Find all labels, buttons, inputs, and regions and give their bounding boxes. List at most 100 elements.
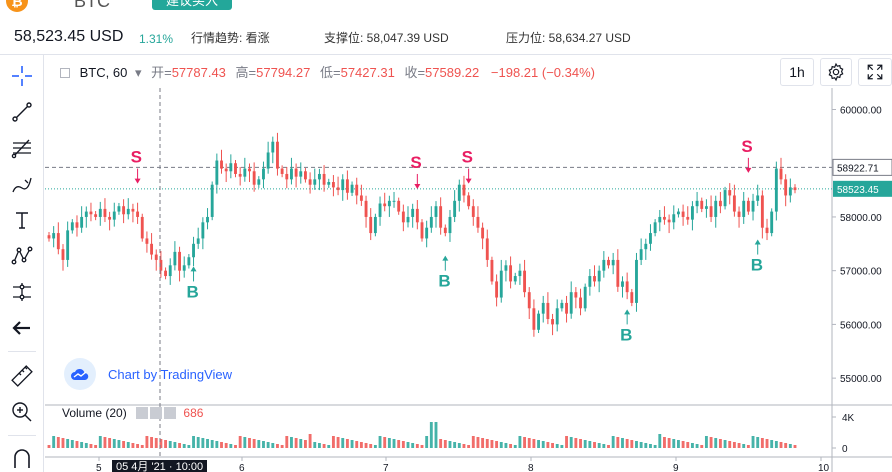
text-tool[interactable] <box>7 205 37 235</box>
volume-bar <box>327 445 331 448</box>
price-chart[interactable]: 60000.0059000.0058000.0057000.0056000.00… <box>45 55 892 472</box>
x-tick-label: 10 <box>818 463 830 472</box>
buy-signal-arrowhead <box>624 309 631 315</box>
volume-label: Volume (20) <box>62 406 127 420</box>
header-divider <box>0 54 892 55</box>
ruler-tool[interactable] <box>7 361 37 391</box>
candle-body <box>765 227 769 234</box>
candle-body <box>583 286 587 309</box>
candle-body <box>611 259 615 266</box>
legend-high: 57794.27 <box>256 65 311 80</box>
candle-body <box>425 227 429 239</box>
volume-bar <box>210 440 214 448</box>
gear-icon[interactable] <box>150 407 163 419</box>
candle-body <box>383 203 387 207</box>
volume-bar <box>294 438 298 448</box>
candle-body <box>513 276 517 282</box>
fib-tool[interactable] <box>7 133 37 163</box>
candle-body <box>313 179 317 185</box>
candle-body <box>159 259 163 271</box>
candle-body <box>299 171 303 177</box>
x-tick-label: 6 <box>239 463 245 472</box>
candle-body <box>621 281 624 287</box>
brush-tool[interactable] <box>7 169 37 199</box>
trend-line-tool[interactable] <box>7 97 37 127</box>
candle-body <box>443 227 447 234</box>
legend-close: 57589.22 <box>425 65 480 80</box>
volume-bar <box>574 438 578 448</box>
volume-bar <box>560 445 564 448</box>
cloud-icon <box>64 358 96 390</box>
volume-bar <box>588 441 592 448</box>
x-tick-label: 5 <box>96 463 102 472</box>
legend-symbol: BTC, 60 <box>79 65 128 80</box>
collapse-icon[interactable] <box>60 68 70 78</box>
volume-bar <box>565 436 568 448</box>
candle-body <box>649 233 652 244</box>
settings-button[interactable] <box>820 58 852 86</box>
close-icon[interactable] <box>164 407 177 419</box>
buy-signal-label: B <box>438 272 450 291</box>
back-tool[interactable] <box>7 313 37 343</box>
tradingview-link[interactable]: Chart by TradingView <box>108 366 233 382</box>
volume-bar <box>737 443 741 448</box>
volume-bar <box>630 440 634 448</box>
fullscreen-button[interactable] <box>858 58 892 86</box>
candle-body <box>732 195 736 212</box>
volume-bar <box>546 442 550 448</box>
candle-body <box>565 302 568 314</box>
pattern-icon <box>11 246 33 265</box>
candle-body <box>262 168 265 180</box>
candle-body <box>345 179 349 193</box>
magnet-tool[interactable] <box>7 443 37 472</box>
candle-body <box>103 208 107 217</box>
volume-bar <box>779 442 783 448</box>
volume-bar <box>364 443 368 448</box>
volume-bar <box>182 444 186 448</box>
crosshair-tool[interactable] <box>7 61 37 91</box>
legend-low-label: 低= <box>320 65 341 80</box>
tradingview-branding[interactable]: Chart by TradingView <box>64 358 232 390</box>
volume-bar <box>98 436 102 448</box>
candle-body <box>793 187 797 191</box>
volume-bar <box>94 445 98 448</box>
volume-bar <box>756 437 760 448</box>
zoom-in-tool[interactable] <box>7 397 37 427</box>
volume-bar <box>201 438 205 448</box>
volume-bar <box>234 445 237 448</box>
measure-tool[interactable] <box>7 277 37 307</box>
crosshair-time-label: 05 4月 '21 · 10:00 <box>112 460 208 472</box>
candle-body <box>397 200 401 212</box>
volume-bar <box>145 436 149 448</box>
candle-body <box>317 173 321 180</box>
candle-body <box>164 270 167 277</box>
volume-bar <box>248 438 251 448</box>
candle-body <box>714 200 718 217</box>
volume-bar <box>579 439 582 448</box>
candle-body <box>527 292 531 309</box>
candle-body <box>294 168 298 177</box>
volume-bar <box>485 439 489 448</box>
volume-bar <box>299 439 303 448</box>
advice-badge: 建议买入 <box>152 0 232 10</box>
candle-body <box>788 187 792 196</box>
bitcoin-icon: ₿ <box>6 0 28 12</box>
last-price-label: 58523.45 <box>837 185 879 196</box>
volume-bar <box>718 439 722 448</box>
eye-icon[interactable] <box>136 407 149 419</box>
volume-bar <box>425 436 429 448</box>
candle-body <box>607 259 610 266</box>
marker-price-label: 58922.71 <box>837 163 879 174</box>
volume-bar <box>663 437 666 448</box>
legend-dropdown-icon[interactable]: ▾ <box>134 65 142 80</box>
pattern-tool[interactable] <box>7 241 37 271</box>
legend-open-label: 开= <box>151 65 172 80</box>
volume-bar <box>122 441 126 448</box>
interval-button[interactable]: 1h <box>780 58 814 86</box>
candle-body <box>271 141 275 153</box>
candle-body <box>420 222 424 239</box>
candle-body <box>122 206 126 215</box>
candle-body <box>276 141 279 169</box>
volume-bar <box>369 444 373 448</box>
candle-body <box>145 238 149 244</box>
